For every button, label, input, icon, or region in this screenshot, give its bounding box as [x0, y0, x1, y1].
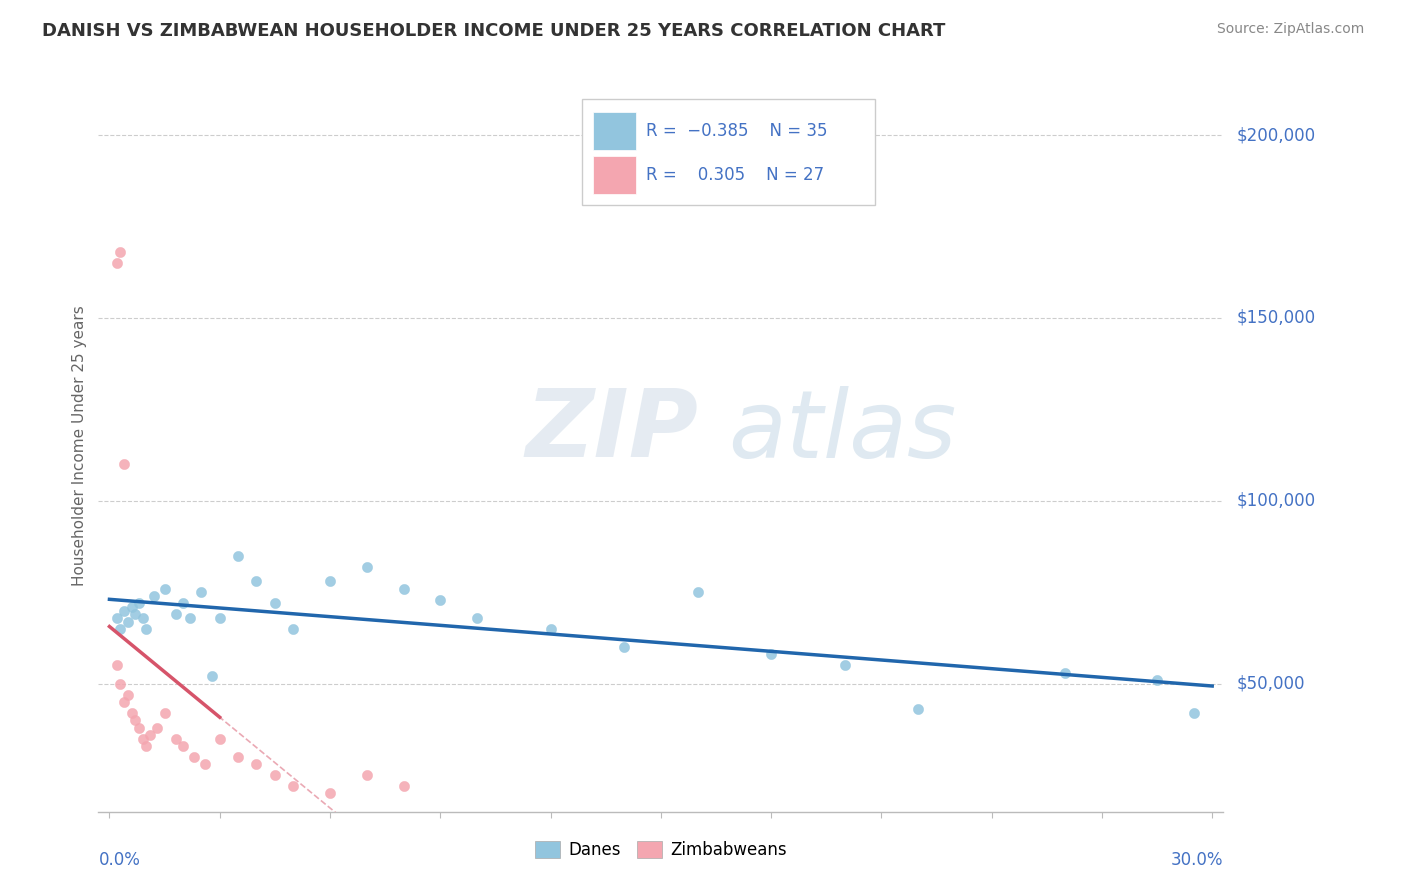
Point	[834, 658, 856, 673]
Point	[183, 749, 205, 764]
Point	[226, 549, 249, 563]
Point	[392, 582, 415, 596]
Point	[131, 731, 153, 746]
Text: 0.0%: 0.0%	[98, 851, 141, 869]
Y-axis label: Householder Income Under 25 years: Householder Income Under 25 years	[72, 306, 87, 586]
Text: $200,000: $200,000	[1237, 126, 1316, 145]
Point	[172, 596, 194, 610]
Point	[105, 256, 128, 270]
Point	[112, 695, 135, 709]
FancyBboxPatch shape	[593, 112, 636, 150]
Point	[128, 596, 150, 610]
Text: Source: ZipAtlas.com: Source: ZipAtlas.com	[1216, 22, 1364, 37]
Point	[201, 669, 224, 683]
Point	[1054, 665, 1077, 680]
Text: atlas: atlas	[728, 386, 956, 477]
Point	[245, 574, 267, 589]
Point	[153, 582, 176, 596]
Point	[190, 585, 212, 599]
Point	[319, 574, 342, 589]
Point	[110, 676, 132, 690]
Text: R =  −0.385    N = 35: R = −0.385 N = 35	[647, 121, 828, 140]
Point	[128, 721, 150, 735]
Point	[759, 648, 782, 662]
Point	[139, 728, 162, 742]
Point	[124, 607, 146, 622]
Point	[208, 611, 231, 625]
Text: $100,000: $100,000	[1237, 491, 1316, 510]
FancyBboxPatch shape	[593, 155, 636, 194]
Point	[135, 739, 157, 753]
Point	[613, 640, 636, 655]
Point	[263, 596, 285, 610]
Text: $150,000: $150,000	[1237, 309, 1316, 327]
Text: $50,000: $50,000	[1237, 674, 1306, 693]
Point	[465, 611, 488, 625]
Point	[208, 731, 231, 746]
FancyBboxPatch shape	[582, 99, 875, 204]
Point	[105, 658, 128, 673]
Point	[907, 702, 929, 716]
Point	[105, 611, 128, 625]
Point	[121, 706, 143, 720]
Point	[112, 603, 135, 617]
Point	[356, 559, 378, 574]
Point	[165, 731, 187, 746]
Point	[153, 706, 176, 720]
Point	[356, 768, 378, 782]
Point	[263, 768, 285, 782]
Point	[226, 749, 249, 764]
Legend: Danes, Zimbabweans: Danes, Zimbabweans	[527, 834, 794, 865]
Point	[283, 622, 305, 636]
Point	[319, 787, 342, 801]
Point	[179, 611, 201, 625]
Point	[121, 599, 143, 614]
Text: 30.0%: 30.0%	[1171, 851, 1223, 869]
Point	[135, 622, 157, 636]
Point	[110, 245, 132, 260]
Text: ZIP: ZIP	[526, 385, 699, 477]
Point	[429, 592, 451, 607]
Point	[131, 611, 153, 625]
Point	[283, 779, 305, 793]
Text: DANISH VS ZIMBABWEAN HOUSEHOLDER INCOME UNDER 25 YEARS CORRELATION CHART: DANISH VS ZIMBABWEAN HOUSEHOLDER INCOME …	[42, 22, 946, 40]
Point	[392, 779, 415, 793]
Point	[165, 607, 187, 622]
Point	[245, 757, 267, 772]
Point	[1182, 706, 1205, 720]
Point	[112, 457, 135, 471]
Point	[1146, 673, 1168, 687]
Point	[686, 585, 709, 599]
Point	[146, 721, 169, 735]
Text: R =    0.305    N = 27: R = 0.305 N = 27	[647, 166, 824, 184]
Point	[172, 739, 194, 753]
Point	[117, 615, 139, 629]
Point	[124, 714, 146, 728]
Point	[142, 589, 165, 603]
Point	[110, 622, 132, 636]
Point	[194, 757, 217, 772]
Point	[540, 622, 562, 636]
Point	[117, 688, 139, 702]
